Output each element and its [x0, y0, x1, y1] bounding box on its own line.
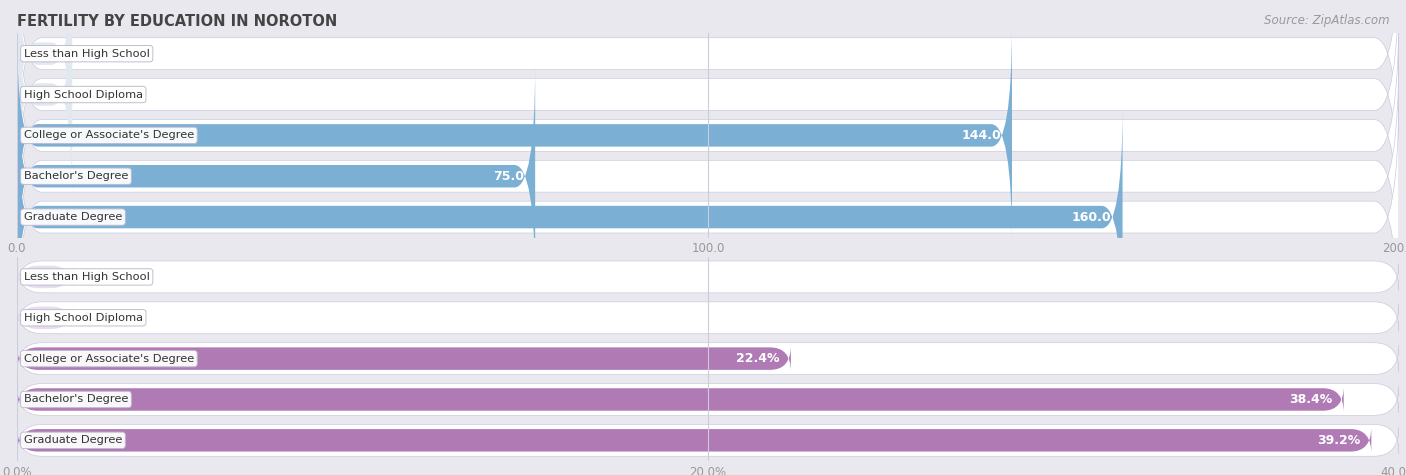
FancyBboxPatch shape	[17, 0, 1399, 226]
FancyBboxPatch shape	[17, 383, 1399, 416]
Text: 0.0: 0.0	[83, 88, 105, 101]
Text: Source: ZipAtlas.com: Source: ZipAtlas.com	[1264, 14, 1389, 27]
Text: Bachelor's Degree: Bachelor's Degree	[24, 394, 128, 405]
Text: Bachelor's Degree: Bachelor's Degree	[24, 171, 128, 181]
FancyBboxPatch shape	[17, 24, 1012, 247]
FancyBboxPatch shape	[17, 261, 1399, 293]
FancyBboxPatch shape	[17, 4, 1399, 266]
Text: 75.0: 75.0	[494, 170, 524, 183]
Text: Graduate Degree: Graduate Degree	[24, 435, 122, 446]
Text: High School Diploma: High School Diploma	[24, 89, 143, 100]
FancyBboxPatch shape	[17, 0, 72, 206]
FancyBboxPatch shape	[17, 0, 1399, 185]
Text: 38.4%: 38.4%	[1289, 393, 1333, 406]
Text: High School Diploma: High School Diploma	[24, 313, 143, 323]
Text: Less than High School: Less than High School	[24, 272, 149, 282]
Text: Graduate Degree: Graduate Degree	[24, 212, 122, 222]
FancyBboxPatch shape	[17, 424, 1399, 456]
FancyBboxPatch shape	[17, 106, 1122, 328]
Text: 0.0%: 0.0%	[83, 311, 118, 324]
FancyBboxPatch shape	[17, 65, 536, 287]
FancyBboxPatch shape	[17, 45, 1399, 307]
FancyBboxPatch shape	[17, 264, 72, 290]
Text: 160.0: 160.0	[1071, 210, 1112, 224]
FancyBboxPatch shape	[17, 427, 1371, 454]
FancyBboxPatch shape	[17, 342, 1399, 375]
Text: 144.0: 144.0	[962, 129, 1001, 142]
Text: FERTILITY BY EDUCATION IN NOROTON: FERTILITY BY EDUCATION IN NOROTON	[17, 14, 337, 29]
FancyBboxPatch shape	[17, 304, 72, 331]
Text: College or Associate's Degree: College or Associate's Degree	[24, 353, 194, 364]
FancyBboxPatch shape	[17, 386, 1344, 413]
Text: 0.0: 0.0	[83, 47, 105, 60]
Text: 39.2%: 39.2%	[1317, 434, 1360, 447]
FancyBboxPatch shape	[17, 86, 1399, 348]
Text: Less than High School: Less than High School	[24, 48, 149, 59]
Text: 0.0%: 0.0%	[83, 270, 118, 284]
Text: College or Associate's Degree: College or Associate's Degree	[24, 130, 194, 141]
FancyBboxPatch shape	[17, 302, 1399, 334]
FancyBboxPatch shape	[17, 0, 72, 165]
Text: 22.4%: 22.4%	[737, 352, 780, 365]
FancyBboxPatch shape	[17, 345, 790, 372]
